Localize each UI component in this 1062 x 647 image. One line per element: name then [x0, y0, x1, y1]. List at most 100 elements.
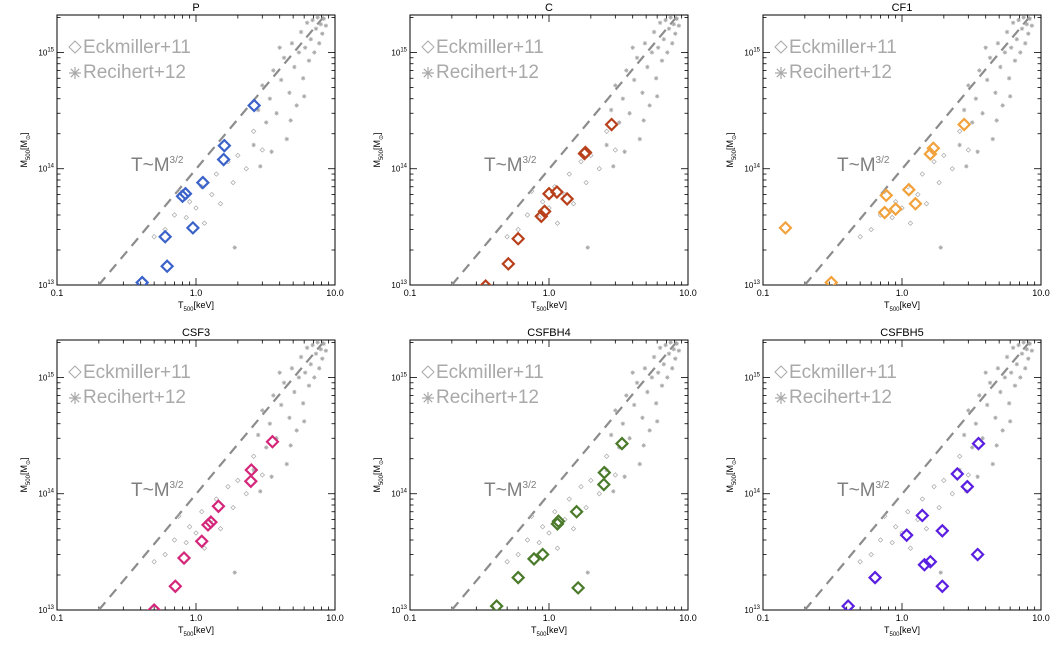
- x-label-main: T: [884, 625, 890, 635]
- reichert-point: [308, 37, 314, 42]
- eckmiller-point: [583, 504, 589, 511]
- reichert-point: [304, 345, 310, 350]
- eckmiller-point: [524, 537, 531, 543]
- y-label-unit: [M: [725, 465, 735, 475]
- reichert-point: [673, 356, 678, 361]
- eckmiller-point: [243, 491, 249, 497]
- y-tick-label: 1015: [391, 47, 407, 57]
- x-tick-label: 1.0: [190, 288, 203, 298]
- sim-point: [265, 434, 280, 449]
- reichert-point: [1026, 356, 1031, 361]
- y-tick-label: 1014: [391, 489, 407, 499]
- x-tick-label: 0.1: [404, 288, 417, 298]
- eckmiller-point: [528, 188, 535, 194]
- reichert-point: [269, 474, 274, 479]
- y-tick-label: 1015: [38, 372, 54, 382]
- eckmiller-point: [965, 147, 972, 153]
- reichert-point: [320, 31, 325, 36]
- y-label-main: M: [725, 485, 735, 493]
- reichert-point: [315, 15, 320, 20]
- sim-point: [614, 436, 630, 451]
- reichert-point: [970, 445, 975, 450]
- reichert-point: [315, 340, 320, 345]
- reichert-point: [281, 55, 287, 60]
- eckmiller-point: [175, 513, 182, 519]
- reichert-point: [608, 432, 614, 438]
- eckmiller-point: [868, 551, 874, 558]
- relation-exp: 3/2: [523, 155, 537, 166]
- reichert-point: [961, 432, 967, 438]
- eckmiller-point: [235, 152, 241, 159]
- eckmiller-point: [250, 128, 257, 134]
- reichert-point: [289, 41, 295, 46]
- legend-entry-eckmiller: Eckmiller+11: [83, 37, 191, 58]
- y-axis-label: M500[M⊙]: [372, 132, 385, 167]
- reichert-point: [1004, 29, 1010, 35]
- reichert-point: [255, 432, 261, 438]
- sim-point: [211, 499, 226, 514]
- reichert-point: [300, 76, 306, 81]
- panel-c: C0.1 1.0 10.0101310141015T500[keV]M500[M⊙]…: [372, 2, 697, 313]
- eckmiller-point: [171, 537, 178, 543]
- eckmiller-point: [151, 559, 157, 565]
- reichert-point: [975, 149, 980, 154]
- y-tick-label: 1014: [744, 164, 760, 174]
- x-axis-label: T500[keV]: [178, 300, 214, 313]
- y-label-unit: [M: [372, 140, 382, 150]
- reichert-point: [1019, 26, 1025, 31]
- reichert-point: [1023, 366, 1028, 371]
- data-layer: [451, 340, 682, 610]
- x-tick-label: 0.1: [51, 288, 64, 298]
- eckmiller-point: [931, 483, 937, 490]
- eckmiller-point: [588, 477, 594, 484]
- reichert-point: [647, 103, 652, 108]
- y-tick-exp: 15: [47, 372, 54, 378]
- sim-point: [935, 579, 950, 594]
- y-tick-base: 10: [391, 490, 400, 499]
- reichert-point: [637, 461, 642, 467]
- relation-base: T~M: [837, 480, 876, 501]
- sim-point: [877, 205, 892, 220]
- reichert-point: [1002, 375, 1008, 380]
- reichert-point: [323, 348, 329, 353]
- relation-label: T~M3/2: [484, 155, 537, 176]
- reichert-point: [640, 90, 645, 95]
- y-tick-base: 10: [391, 606, 400, 615]
- y-label-unit-sub: ⊙: [26, 135, 32, 140]
- reference-line: [451, 15, 680, 285]
- reichert-point: [642, 41, 648, 46]
- legend-entry-reichert: Recihert+12: [83, 387, 186, 408]
- sim-point: [549, 185, 564, 200]
- eckmiller-point: [566, 496, 573, 502]
- reichert-point: [306, 383, 312, 388]
- reichert-point: [622, 474, 627, 479]
- reichert-point: [1021, 340, 1026, 345]
- x-tick-label: 1.0: [896, 613, 909, 623]
- sim-point: [147, 602, 162, 610]
- relation-label: T~M3/2: [131, 155, 184, 176]
- x-tick-label: 0.1: [757, 613, 770, 623]
- reichert-point: [627, 111, 632, 116]
- eckmiller-point: [225, 483, 231, 490]
- reichert-point: [284, 461, 289, 467]
- sim-point: [824, 275, 839, 285]
- relation-base: T~M: [131, 155, 170, 176]
- sim-point: [489, 599, 504, 610]
- reichert-point: [631, 402, 637, 408]
- x-axis-label: T500[keV]: [884, 300, 920, 313]
- y-axis-label: M500[M⊙]: [372, 457, 385, 492]
- y-label-unit-sub: ⊙: [732, 135, 738, 140]
- reichert-point: [641, 118, 646, 123]
- relation-exp: 3/2: [170, 480, 184, 491]
- panel-p: P0.1 1.0 10.0101310141015T500[keV]M500[M⊙]…: [19, 2, 344, 313]
- reichert-point: [264, 445, 269, 450]
- eckmiller-point: [578, 158, 584, 165]
- reichert-point: [1027, 341, 1032, 346]
- y-tick-base: 10: [391, 165, 400, 174]
- y-tick-label: 1015: [744, 47, 760, 57]
- eckmiller-point: [578, 483, 584, 490]
- y-tick-base: 10: [38, 606, 47, 615]
- sim-point: [551, 514, 566, 529]
- reichert-point: [674, 16, 679, 21]
